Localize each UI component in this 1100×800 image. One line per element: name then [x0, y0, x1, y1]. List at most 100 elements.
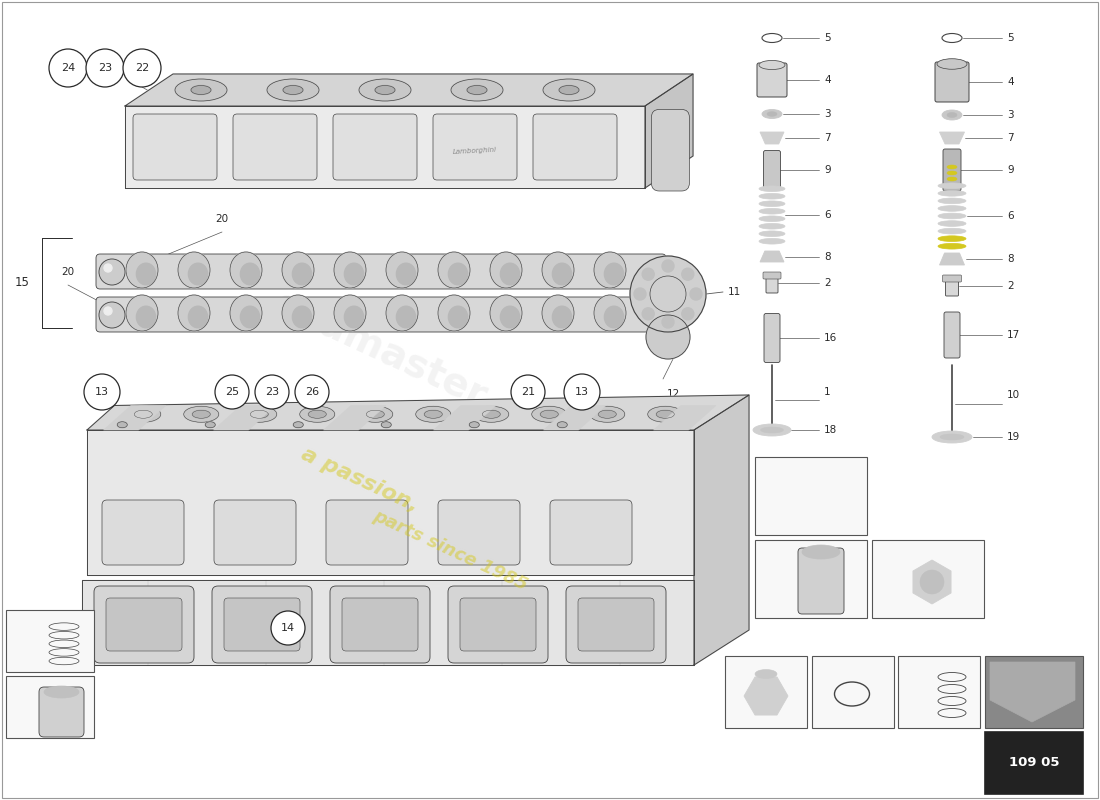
FancyBboxPatch shape	[550, 500, 632, 565]
Ellipse shape	[490, 252, 522, 288]
Circle shape	[99, 259, 125, 285]
Ellipse shape	[192, 410, 210, 418]
Ellipse shape	[468, 86, 487, 94]
Ellipse shape	[938, 236, 966, 242]
Ellipse shape	[759, 201, 785, 206]
Text: 2: 2	[824, 278, 830, 288]
Ellipse shape	[938, 221, 966, 226]
Circle shape	[99, 302, 125, 328]
Circle shape	[104, 264, 112, 272]
Ellipse shape	[759, 231, 785, 237]
Ellipse shape	[490, 295, 522, 331]
Ellipse shape	[604, 263, 624, 285]
Ellipse shape	[438, 252, 470, 288]
Ellipse shape	[358, 406, 393, 422]
Ellipse shape	[552, 306, 572, 328]
FancyBboxPatch shape	[755, 540, 867, 618]
Text: 9: 9	[824, 165, 830, 175]
Polygon shape	[323, 406, 386, 430]
Circle shape	[50, 49, 87, 87]
Ellipse shape	[470, 422, 480, 428]
Ellipse shape	[126, 295, 158, 331]
Ellipse shape	[294, 422, 304, 428]
Ellipse shape	[500, 263, 519, 285]
Text: 13: 13	[95, 387, 109, 397]
FancyBboxPatch shape	[333, 114, 417, 180]
FancyBboxPatch shape	[766, 273, 778, 293]
FancyBboxPatch shape	[651, 110, 690, 191]
FancyBboxPatch shape	[566, 586, 666, 663]
FancyBboxPatch shape	[326, 500, 408, 565]
Ellipse shape	[178, 295, 210, 331]
Text: 26: 26	[14, 619, 30, 629]
Ellipse shape	[451, 79, 503, 101]
Ellipse shape	[762, 110, 782, 118]
Text: 11: 11	[728, 287, 741, 297]
Ellipse shape	[118, 422, 128, 428]
Text: 24: 24	[60, 63, 75, 73]
FancyBboxPatch shape	[433, 114, 517, 180]
Circle shape	[84, 374, 120, 410]
Polygon shape	[645, 74, 693, 188]
Polygon shape	[760, 251, 784, 262]
Ellipse shape	[947, 113, 957, 118]
Circle shape	[646, 315, 690, 359]
Ellipse shape	[759, 61, 785, 70]
Circle shape	[630, 256, 706, 332]
FancyBboxPatch shape	[6, 610, 94, 672]
Text: 1: 1	[824, 387, 830, 397]
Ellipse shape	[552, 263, 572, 285]
Ellipse shape	[938, 206, 966, 211]
FancyBboxPatch shape	[342, 598, 418, 651]
Ellipse shape	[814, 510, 842, 517]
Polygon shape	[939, 132, 965, 144]
Circle shape	[123, 49, 161, 87]
Circle shape	[104, 307, 112, 315]
Ellipse shape	[590, 406, 625, 422]
Ellipse shape	[308, 410, 327, 418]
Ellipse shape	[230, 295, 262, 331]
Text: 2: 2	[1006, 281, 1013, 291]
Text: 9: 9	[1006, 165, 1013, 175]
Ellipse shape	[759, 194, 785, 199]
Ellipse shape	[531, 406, 566, 422]
Circle shape	[662, 260, 674, 272]
Ellipse shape	[814, 479, 842, 486]
FancyBboxPatch shape	[448, 586, 548, 663]
Ellipse shape	[366, 410, 384, 418]
Text: 21: 21	[764, 547, 780, 557]
Text: parts since 1985: parts since 1985	[370, 506, 530, 594]
Ellipse shape	[947, 165, 957, 169]
Text: 8: 8	[1006, 254, 1013, 264]
Text: 16: 16	[824, 333, 837, 343]
Ellipse shape	[382, 422, 392, 428]
Ellipse shape	[267, 79, 319, 101]
Text: 24: 24	[735, 668, 749, 678]
Ellipse shape	[938, 198, 966, 204]
Ellipse shape	[206, 422, 216, 428]
FancyBboxPatch shape	[102, 500, 184, 565]
Ellipse shape	[932, 431, 972, 443]
FancyBboxPatch shape	[460, 598, 536, 651]
FancyBboxPatch shape	[946, 276, 958, 296]
FancyBboxPatch shape	[578, 598, 654, 651]
Ellipse shape	[558, 422, 568, 428]
FancyBboxPatch shape	[755, 457, 867, 535]
Ellipse shape	[251, 410, 268, 418]
Text: 25: 25	[14, 685, 30, 695]
Ellipse shape	[814, 499, 842, 506]
Text: 4: 4	[1006, 77, 1013, 87]
FancyBboxPatch shape	[133, 114, 217, 180]
Circle shape	[295, 375, 329, 409]
Ellipse shape	[191, 86, 211, 94]
Ellipse shape	[657, 410, 674, 418]
Text: 23: 23	[98, 63, 112, 73]
Ellipse shape	[594, 295, 626, 331]
Polygon shape	[213, 406, 276, 430]
Ellipse shape	[449, 263, 468, 285]
Polygon shape	[82, 580, 694, 665]
Text: Lamborghini: Lamborghini	[453, 147, 497, 155]
FancyBboxPatch shape	[96, 254, 666, 289]
Text: 3: 3	[1006, 110, 1013, 120]
FancyBboxPatch shape	[224, 598, 300, 651]
